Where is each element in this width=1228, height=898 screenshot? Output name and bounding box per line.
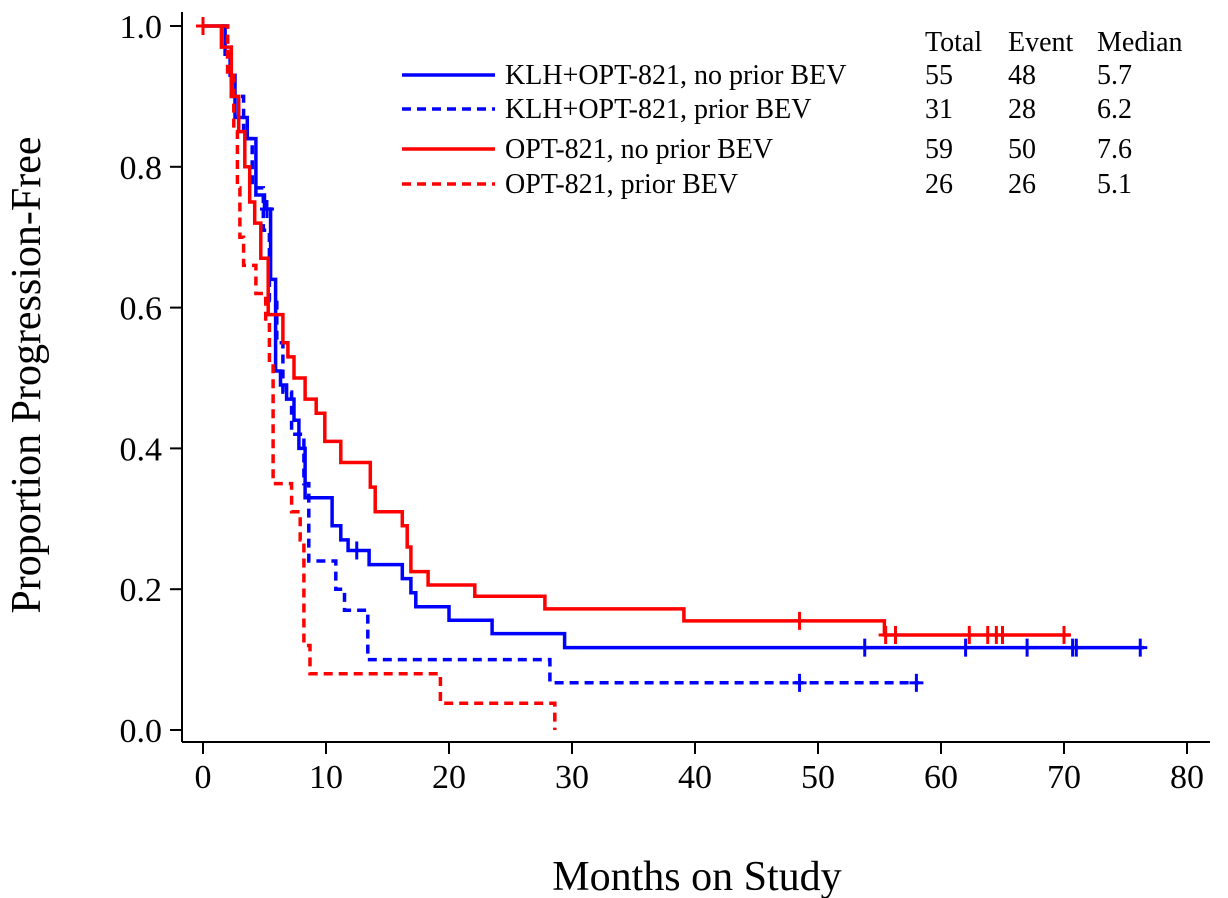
legend-median-value: 5.1	[1097, 169, 1132, 200]
legend-total-value: 31	[925, 94, 953, 125]
x-tick-label: 10	[309, 759, 343, 796]
y-axis-title: Proportion Progression-Free	[4, 136, 50, 613]
series-line	[221, 24, 557, 730]
series-3	[196, 17, 1071, 644]
legend-median-value: 5.7	[1097, 60, 1132, 91]
legend-row: KLH+OPT-821, prior BEV 31 28 6.2	[402, 94, 1132, 125]
legend-series-name: OPT-821, prior BEV	[505, 169, 738, 200]
series-2	[221, 24, 924, 692]
y-tick-label: 0.0	[120, 713, 163, 750]
legend-total-value: 59	[925, 134, 953, 165]
legend-column-header: Median	[1097, 27, 1183, 58]
y-tick-label: 0.2	[120, 572, 163, 609]
x-tick-label: 0	[195, 759, 212, 796]
legend-event-value: 48	[1008, 60, 1036, 91]
legend-column-header: Event	[1008, 27, 1074, 58]
x-tick-label: 50	[801, 759, 835, 796]
legend-series-name: KLH+OPT-821, prior BEV	[505, 94, 811, 125]
y-tick-label: 0.6	[120, 291, 163, 328]
legend-median-value: 6.2	[1097, 94, 1132, 125]
x-tick-label: 80	[1170, 759, 1204, 796]
y-tick-label: 0.8	[120, 150, 163, 187]
x-tick-label: 70	[1047, 759, 1081, 796]
legend-row: OPT-821, no prior BEV 59 50 7.6	[402, 134, 1132, 165]
legend-row: KLH+OPT-821, no prior BEV 55 48 5.7	[402, 60, 1132, 91]
survival-curves	[196, 17, 1148, 730]
legend-total-value: 55	[925, 60, 953, 91]
x-tick-label: 20	[432, 759, 466, 796]
legend-event-value: 50	[1008, 134, 1036, 165]
y-tick-label: 1.0	[120, 9, 163, 46]
y-tick-label: 0.4	[120, 431, 163, 468]
legend-series-name: OPT-821, no prior BEV	[505, 134, 773, 165]
legend-column-header: Total	[925, 27, 982, 58]
legend-median-value: 7.6	[1097, 134, 1132, 165]
legend-event-value: 26	[1008, 169, 1036, 200]
legend-row: OPT-821, prior BEV 26 26 5.1	[402, 169, 1132, 200]
x-tick-label: 60	[924, 759, 958, 796]
axes: 0 10 20 30 40 50 60 70 80 0.0 0.2 0.4 0.6 0.8 1.0	[120, 9, 1210, 796]
series-4	[221, 24, 557, 730]
legend-total-value: 26	[925, 169, 953, 200]
series-line	[203, 24, 1071, 637]
x-tick-label: 40	[678, 759, 712, 796]
x-tick-label: 30	[555, 759, 589, 796]
x-axis-title: Months on Study	[552, 854, 841, 898]
legend-series-name: KLH+OPT-821, no prior BEV	[505, 60, 846, 91]
legend-event-value: 28	[1008, 94, 1036, 125]
